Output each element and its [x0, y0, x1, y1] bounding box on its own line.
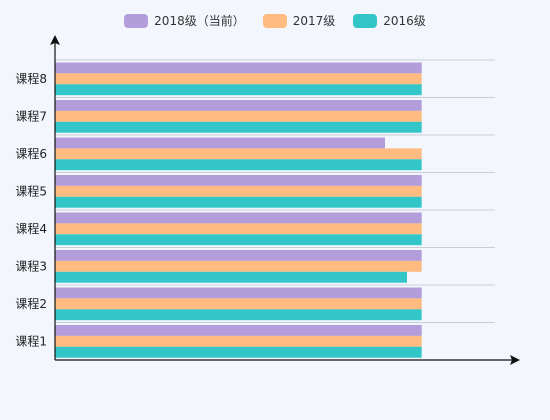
legend-item-2016[interactable]: 2016级 [353, 12, 426, 29]
bar-课程1-2018级（当前） [55, 325, 422, 336]
bar-课程4-2016级 [55, 234, 422, 246]
y-tick-label: 课程8 [15, 71, 47, 86]
bar-课程4-2018级（当前） [55, 212, 422, 224]
legend: 2018级（当前） 2017级 2016级 [0, 12, 550, 29]
y-tick-label: 课程6 [15, 146, 47, 161]
bar-课程7-2016级 [55, 121, 422, 133]
x-axis-arrow [510, 355, 520, 365]
legend-item-2018[interactable]: 2018级（当前） [124, 12, 245, 29]
y-tick-label: 课程4 [15, 221, 47, 236]
bar-课程5-2016级 [55, 196, 422, 208]
bar-课程3-2018级（当前） [55, 250, 422, 261]
legend-item-2017[interactable]: 2017级 [262, 12, 336, 29]
bar-课程7-2017级 [55, 110, 422, 122]
legend-label-2016: 2016级 [383, 14, 426, 28]
bar-课程7-2018级（当前） [55, 100, 422, 111]
bar-课程8-2017级 [55, 73, 422, 85]
bar-课程8-2018级（当前） [55, 62, 422, 74]
bar-课程2-2016级 [55, 309, 422, 321]
bar-课程2-2018级（当前） [55, 287, 422, 299]
y-tick-label: 课程2 [15, 296, 47, 311]
y-tick-label: 课程5 [15, 183, 47, 198]
legend-label-2017: 2017级 [292, 14, 336, 28]
legend-swatch-2017 [262, 13, 287, 28]
bar-课程1-2017级 [55, 335, 422, 347]
y-axis-arrow [50, 35, 60, 45]
legend-swatch-2018 [124, 13, 149, 28]
bar-课程6-2016级 [55, 159, 422, 171]
bar-课程5-2018级（当前） [55, 175, 422, 186]
bar-课程5-2017级 [55, 185, 422, 197]
bar-课程6-2018级（当前） [55, 137, 385, 149]
bar-课程4-2017级 [55, 223, 422, 235]
bar-课程3-2016级 [55, 271, 407, 283]
bar-课程6-2017级 [55, 148, 422, 160]
legend-label-2018: 2018级（当前） [154, 14, 245, 28]
y-tick-label: 课程1 [15, 333, 47, 348]
y-tick-label: 课程7 [15, 108, 47, 123]
bar-课程3-2017级 [55, 260, 422, 272]
bar-课程8-2016级 [55, 84, 422, 96]
bar-课程1-2016级 [55, 346, 422, 358]
legend-swatch-2016 [353, 13, 378, 28]
y-tick-label: 课程3 [15, 258, 47, 273]
bar-课程2-2017级 [55, 298, 422, 310]
